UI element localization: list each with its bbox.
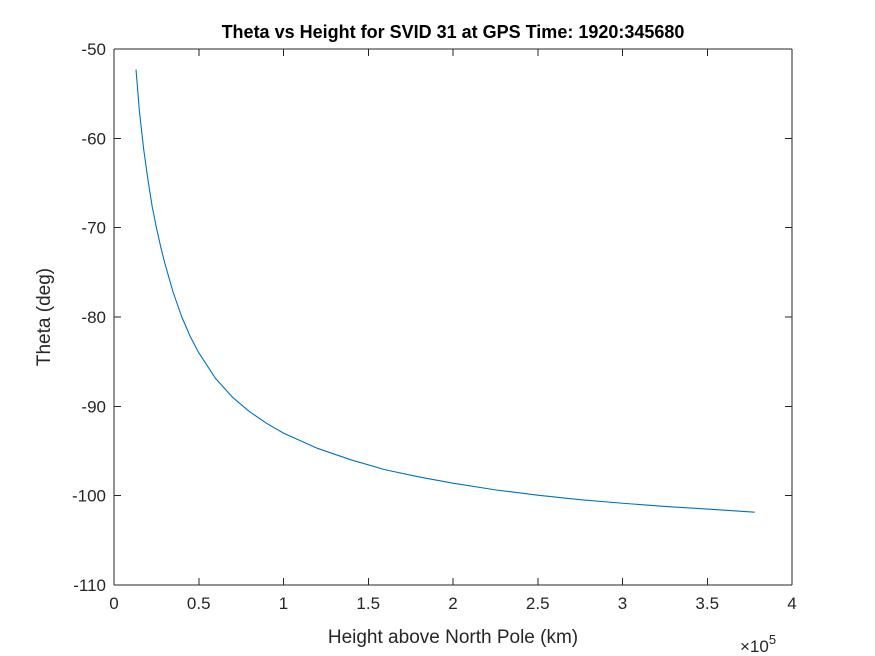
chart-title: Theta vs Height for SVID 31 at GPS Time:… bbox=[222, 22, 685, 42]
x-axis-exponent-base: ×10 bbox=[740, 637, 769, 656]
y-tick-label: -100 bbox=[72, 487, 106, 506]
x-tick-label: 3.5 bbox=[695, 594, 719, 613]
x-tick-label: 0 bbox=[109, 594, 118, 613]
y-axis-ticks: -110 -100 -90 -80 -70 -60 -50 bbox=[72, 40, 792, 595]
y-tick-label: -60 bbox=[81, 129, 106, 148]
x-tick-label: 3 bbox=[618, 594, 627, 613]
x-tick-label: 2 bbox=[448, 594, 457, 613]
x-tick-label: 1.5 bbox=[356, 594, 380, 613]
series-layer bbox=[135, 69, 755, 513]
x-tick-label: 2.5 bbox=[526, 594, 550, 613]
y-tick-label: -70 bbox=[81, 219, 106, 238]
x-axis-exponent-power: 5 bbox=[769, 632, 776, 647]
x-axis-exponent: ×105 bbox=[740, 632, 776, 656]
series-line-0 bbox=[135, 69, 755, 513]
x-tick-label: 0.5 bbox=[187, 594, 211, 613]
plot-area bbox=[114, 49, 792, 585]
x-axis-ticks: 0 0.5 1 1.5 2 2.5 3 3.5 4 bbox=[109, 49, 797, 613]
y-axis-label: Theta (deg) bbox=[34, 268, 55, 366]
y-tick-label: -110 bbox=[73, 576, 106, 595]
y-tick-label: -80 bbox=[81, 308, 106, 327]
y-tick-label: -90 bbox=[81, 397, 106, 416]
x-tick-label: 1 bbox=[279, 594, 288, 613]
y-tick-label: -50 bbox=[81, 40, 106, 59]
x-axis-label: Height above North Pole (km) bbox=[328, 627, 578, 648]
x-tick-label: 4 bbox=[787, 594, 796, 613]
